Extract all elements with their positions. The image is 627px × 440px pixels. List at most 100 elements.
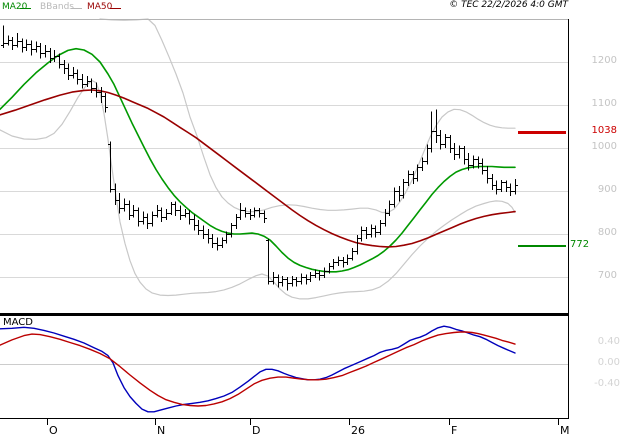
time-axis-label-D: D <box>252 424 261 437</box>
price-axis-label-1200: 1200 <box>591 55 617 66</box>
ohlc-bar <box>155 204 160 218</box>
ohlc-bar <box>173 201 178 216</box>
macd-panel-title: MACD <box>3 317 33 328</box>
macd-series-signal <box>0 331 516 407</box>
level-line-1038 <box>518 131 566 134</box>
legend-bbands-label: BBands <box>40 2 74 12</box>
ohlc-bar <box>178 205 183 221</box>
ohlc-bar <box>169 201 174 216</box>
ohlc-bar <box>378 220 383 235</box>
macd-axis-label--0.40: -0.40 <box>594 378 620 389</box>
ohlc-bar <box>122 198 127 212</box>
ohlc-bar <box>71 67 76 79</box>
chart-frame <box>0 19 569 425</box>
ohlc-bar <box>434 109 439 143</box>
ohlc-bar <box>420 157 425 172</box>
ohlc-bar <box>494 180 499 195</box>
ohlc-bar <box>117 193 122 214</box>
ohlc-bar <box>229 222 234 238</box>
ohlc-bar <box>136 207 141 227</box>
ohlc-bar <box>38 43 43 59</box>
ohlc-bar <box>513 178 518 195</box>
ohlc-bar <box>238 203 243 221</box>
ohlc-bar <box>210 234 215 248</box>
time-axis-label-F: F <box>451 424 458 437</box>
ohlc-bar <box>159 207 164 222</box>
ohlc-bar <box>457 145 462 159</box>
ohlc-bar <box>299 273 304 285</box>
ohlc-bars <box>1 25 518 291</box>
ohlc-bar <box>499 179 504 192</box>
ohlc-bar <box>94 82 99 98</box>
moving-averages <box>0 47 516 273</box>
time-axis-label-M: M <box>560 424 570 437</box>
series-ma50 <box>0 89 516 248</box>
ohlc-bar <box>508 183 513 197</box>
legend-ma50-label: MA50 <box>87 2 113 12</box>
level-lines <box>518 131 566 247</box>
legend-ma50-dash-icon <box>110 8 121 9</box>
ohlc-bar <box>364 227 369 240</box>
ohlc-bar <box>80 74 85 89</box>
macd-axis-label-0.00: 0.00 <box>597 357 620 368</box>
legend-ma20-label: MA20 <box>2 2 28 12</box>
ohlc-bar <box>29 40 34 56</box>
ohlc-bar <box>317 270 322 281</box>
series-bb-lower <box>0 79 516 300</box>
price-axis-label-700: 700 <box>597 270 617 281</box>
ohlc-bar <box>294 277 299 287</box>
ohlc-bar <box>350 247 355 261</box>
ohlc-bar <box>10 37 15 50</box>
ohlc-bar <box>196 220 201 235</box>
price-axis-label-800: 800 <box>597 227 617 238</box>
ohlc-bar <box>145 213 150 229</box>
ohlc-bar <box>201 225 206 240</box>
ohlc-bar <box>369 224 374 238</box>
ohlc-bar <box>485 166 490 184</box>
ohlc-bar <box>480 158 485 175</box>
ohlc-bar <box>192 214 197 231</box>
ohlc-bar <box>220 237 225 248</box>
price-axis-label-1100: 1100 <box>591 98 617 109</box>
ohlc-bar <box>206 228 211 244</box>
ohlc-bar <box>127 200 132 221</box>
ohlc-bar <box>359 226 364 242</box>
ohlc-bar <box>150 211 155 227</box>
ohlc-bar <box>383 209 388 227</box>
ohlc-bar <box>43 44 48 58</box>
ohlc-bar <box>415 164 420 182</box>
ohlc-bar <box>234 214 239 229</box>
ohlc-bar <box>331 258 336 270</box>
legend-bbands-dash-icon <box>71 8 82 9</box>
ohlc-bar <box>99 86 104 103</box>
ohlc-bar <box>355 234 360 255</box>
ohlc-bar <box>448 135 453 154</box>
ohlc-bar <box>336 256 341 266</box>
macd-panel <box>0 325 568 413</box>
ohlc-bar <box>52 49 57 62</box>
time-axis-label-O: O <box>49 424 58 437</box>
ohlc-bar <box>66 63 71 81</box>
ohlc-bar <box>103 92 108 113</box>
time-axis-label-26: 26 <box>351 424 365 437</box>
ohlc-bar <box>257 208 262 218</box>
ohlc-bar <box>452 142 457 161</box>
ohlc-bar <box>401 178 406 199</box>
ohlc-bar <box>345 254 350 265</box>
ohlc-bar <box>387 200 392 216</box>
ohlc-bar <box>490 173 495 191</box>
level-label-772: 772 <box>570 239 590 250</box>
ohlc-bar <box>215 237 220 251</box>
time-axis-label-N: N <box>157 424 166 437</box>
ohlc-bar <box>57 53 62 69</box>
ohlc-bar <box>471 155 476 169</box>
ohlc-bar <box>131 204 136 218</box>
ohlc-bar <box>243 207 248 218</box>
ohlc-bar <box>443 134 448 148</box>
ohlc-bar <box>438 129 443 150</box>
ohlc-bar <box>271 271 276 285</box>
ohlc-bar <box>285 277 290 291</box>
macd-series-macd <box>0 325 516 413</box>
